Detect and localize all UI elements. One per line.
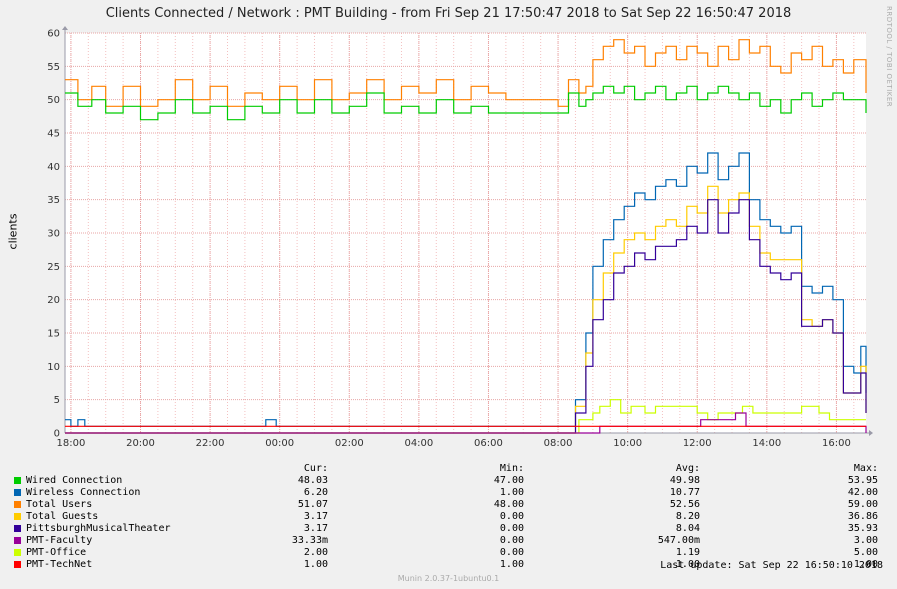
x-tick-label: 14:00 xyxy=(752,438,781,449)
legend-min: 1.00 xyxy=(499,487,524,498)
legend-name: PMT-Office xyxy=(26,547,87,558)
legend-max: 59.00 xyxy=(847,499,878,510)
legend-row: PMT-TechNet 1.00 1.00 1.00 1.00 xyxy=(14,559,884,571)
legend-header-cur: Cur: xyxy=(303,463,328,474)
legend-table: Cur: Min: Avg: Max: Wired Connection 48.0… xyxy=(14,463,884,571)
y-tick-label: 25 xyxy=(47,262,60,273)
legend-row: Wired Connection 48.03 47.00 49.98 53.95 xyxy=(14,475,884,487)
x-tick-label: 06:00 xyxy=(474,438,503,449)
legend-swatch xyxy=(14,489,21,496)
legend-avg: 1.19 xyxy=(675,547,700,558)
legend-avg: 8.20 xyxy=(675,511,700,522)
x-tick-label: 18:00 xyxy=(57,438,86,449)
legend-row: Total Guests 3.17 0.00 8.20 36.86 xyxy=(14,511,884,523)
rrdtool-credit: RRDTOOL / TOBI OETIKER xyxy=(885,6,893,108)
legend-cur: 2.00 xyxy=(303,547,328,558)
x-tick-label: 02:00 xyxy=(335,438,364,449)
legend-cur: 3.17 xyxy=(303,511,328,522)
y-tick-label: 35 xyxy=(47,195,60,206)
legend-min: 0.00 xyxy=(499,535,524,546)
y-tick-label: 20 xyxy=(47,295,60,306)
legend-min: 1.00 xyxy=(499,559,524,570)
y-tick-label: 40 xyxy=(47,162,60,173)
legend-min: 0.00 xyxy=(499,547,524,558)
legend-header-avg: Avg: xyxy=(675,463,700,474)
x-tick-label: 10:00 xyxy=(613,438,642,449)
legend-max: 5.00 xyxy=(853,547,878,558)
legend-cur: 51.07 xyxy=(297,499,328,510)
legend-cur: 6.20 xyxy=(303,487,328,498)
x-tick-label: 20:00 xyxy=(126,438,155,449)
y-tick-label: 15 xyxy=(47,329,60,340)
legend-cur: 33.33m xyxy=(291,535,328,546)
legend-name: Total Users xyxy=(26,499,93,510)
legend-min: 0.00 xyxy=(499,511,524,522)
legend-swatch xyxy=(14,513,21,520)
legend-avg: 49.98 xyxy=(669,475,700,486)
legend-max: 1.00 xyxy=(853,559,878,570)
y-tick-label: 50 xyxy=(47,95,60,106)
x-tick-label: 22:00 xyxy=(196,438,225,449)
y-tick-label: 0 xyxy=(54,429,60,440)
x-axis-arrow xyxy=(869,430,873,436)
series-line-pittsburghmusicaltheater xyxy=(65,199,867,434)
x-tick-label: 08:00 xyxy=(544,438,573,449)
legend-avg: 547.00m xyxy=(657,535,700,546)
legend-avg: 8.04 xyxy=(675,523,700,534)
y-tick-label: 30 xyxy=(47,229,60,240)
legend-avg: 52.56 xyxy=(669,499,700,510)
last-update: Last update: Sat Sep 22 16:50:10 2018 xyxy=(660,560,883,571)
chart-title: Clients Connected / Network : PMT Buildi… xyxy=(105,6,792,21)
legend-swatch xyxy=(14,561,21,568)
legend-cur: 1.00 xyxy=(303,559,328,570)
legend-min: 47.00 xyxy=(493,475,524,486)
legend-cur: 3.17 xyxy=(303,523,328,534)
y-tick-label: 10 xyxy=(47,362,60,373)
legend-row: Total Users 51.07 48.00 52.56 59.00 xyxy=(14,499,884,511)
legend-row: PMT-Faculty 33.33m 0.00 547.00m 3.00 xyxy=(14,535,884,547)
legend-max: 53.95 xyxy=(847,475,878,486)
y-axis-arrow xyxy=(62,26,68,30)
series-line-pmt-office xyxy=(65,399,866,434)
legend-row: PMT-Office 2.00 0.00 1.19 5.00 xyxy=(14,547,884,559)
x-tick-label: 12:00 xyxy=(683,438,712,449)
legend-avg: 1.00 xyxy=(675,559,700,570)
series-line-total-users xyxy=(65,39,867,107)
legend-max: 36.86 xyxy=(847,511,878,522)
legend-header-max: Max: xyxy=(853,463,878,474)
legend-swatch xyxy=(14,525,21,532)
y-tick-label: 55 xyxy=(47,62,60,73)
legend-swatch xyxy=(14,477,21,484)
y-tick-label: 60 xyxy=(47,29,60,40)
legend-cur: 48.03 xyxy=(297,475,328,486)
y-tick-label: 45 xyxy=(47,129,60,140)
legend-name: PMT-TechNet xyxy=(26,559,93,570)
chart-plot: 18:00 20:00 22:00 00:00 02:00 04:00 06:00 08:00… xyxy=(47,26,873,449)
legend-swatch xyxy=(14,549,21,556)
y-tick-label: 5 xyxy=(54,395,60,406)
legend-name: Total Guests xyxy=(26,511,99,522)
legend-name: Wireless Connection xyxy=(26,487,141,498)
legend-row: PittsburghMusicalTheater 3.17 0.00 8.04 35.9… xyxy=(14,523,884,535)
x-tick-label: 16:00 xyxy=(822,438,851,449)
x-tick-label: 04:00 xyxy=(404,438,433,449)
legend-header-min: Min: xyxy=(499,463,524,474)
legend-name: PMT-Faculty xyxy=(26,535,93,546)
legend-name: Wired Connection xyxy=(26,475,123,486)
legend-min: 48.00 xyxy=(493,499,524,510)
legend-row: Wireless Connection 6.20 1.00 10.77 42.00 xyxy=(14,487,884,499)
legend-name: PittsburghMusicalTheater xyxy=(26,523,171,534)
legend-swatch xyxy=(14,501,21,508)
x-tick-label: 00:00 xyxy=(265,438,294,449)
series-line-wired-connection xyxy=(65,85,867,121)
legend-header-row: Cur: Min: Avg: Max: xyxy=(14,463,884,475)
munin-version: Munin 2.0.37-1ubuntu0.1 xyxy=(397,574,500,583)
legend-max: 42.00 xyxy=(847,487,878,498)
legend-avg: 10.77 xyxy=(669,487,700,498)
legend-max: 3.00 xyxy=(853,535,878,546)
legend-rows: Wired Connection 48.03 47.00 49.98 53.95 Wire… xyxy=(14,475,884,571)
legend-swatch xyxy=(14,537,21,544)
legend-max: 35.93 xyxy=(847,523,878,534)
legend-min: 0.00 xyxy=(499,523,524,534)
